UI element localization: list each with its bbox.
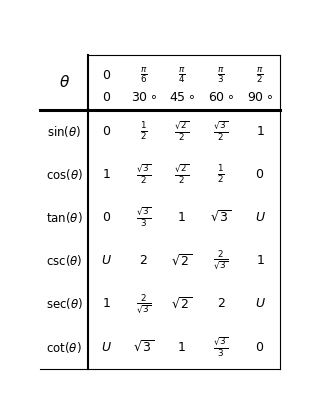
Text: $\frac{1}{2}$: $\frac{1}{2}$ <box>217 163 225 186</box>
Text: $\tan(\theta)$: $\tan(\theta)$ <box>46 210 82 225</box>
Text: $0$: $0$ <box>102 211 111 224</box>
Text: $90\circ$: $90\circ$ <box>247 91 273 104</box>
Text: $\frac{\sqrt{2}}{2}$: $\frac{\sqrt{2}}{2}$ <box>174 163 189 186</box>
Text: $30\circ$: $30\circ$ <box>131 91 157 104</box>
Text: $2$: $2$ <box>217 297 225 310</box>
Text: $\frac{\pi}{3}$: $\frac{\pi}{3}$ <box>217 66 225 85</box>
Text: $\sqrt{2}$: $\sqrt{2}$ <box>171 253 192 268</box>
Text: $\frac{\pi}{2}$: $\frac{\pi}{2}$ <box>256 66 264 85</box>
Text: $\sqrt{2}$: $\sqrt{2}$ <box>171 296 192 312</box>
Text: $0$: $0$ <box>102 125 111 138</box>
Text: $0$: $0$ <box>256 168 265 181</box>
Text: $1$: $1$ <box>256 254 264 267</box>
Text: $\frac{\sqrt{2}}{2}$: $\frac{\sqrt{2}}{2}$ <box>174 120 189 143</box>
Text: $\theta$: $\theta$ <box>59 74 70 90</box>
Text: $\cot(\theta)$: $\cot(\theta)$ <box>46 339 82 354</box>
Text: $\sqrt{3}$: $\sqrt{3}$ <box>210 210 231 225</box>
Text: $\frac{2}{\sqrt{3}}$: $\frac{2}{\sqrt{3}}$ <box>213 249 228 272</box>
Text: $\frac{1}{2}$: $\frac{1}{2}$ <box>140 120 148 142</box>
Text: $45\circ$: $45\circ$ <box>169 91 195 104</box>
Text: $1$: $1$ <box>178 211 186 224</box>
Text: $\frac{\sqrt{3}}{2}$: $\frac{\sqrt{3}}{2}$ <box>136 163 151 186</box>
Text: $U$: $U$ <box>101 341 112 354</box>
Text: $\frac{\pi}{4}$: $\frac{\pi}{4}$ <box>178 66 186 85</box>
Text: $\frac{2}{\sqrt{3}}$: $\frac{2}{\sqrt{3}}$ <box>136 292 151 315</box>
Text: $1$: $1$ <box>102 168 111 181</box>
Text: $\csc(\theta)$: $\csc(\theta)$ <box>46 253 82 268</box>
Text: $U$: $U$ <box>255 297 266 310</box>
Text: $U$: $U$ <box>101 254 112 267</box>
Text: $\sin(\theta)$: $\sin(\theta)$ <box>47 124 81 139</box>
Text: $2$: $2$ <box>139 254 148 267</box>
Text: $\sqrt{3}$: $\sqrt{3}$ <box>133 339 154 354</box>
Text: $\frac{\sqrt{3}}{2}$: $\frac{\sqrt{3}}{2}$ <box>213 120 228 143</box>
Text: $\sec(\theta)$: $\sec(\theta)$ <box>46 296 83 312</box>
Text: $0$: $0$ <box>102 69 111 82</box>
Text: $1$: $1$ <box>256 125 264 138</box>
Text: $0$: $0$ <box>102 91 111 104</box>
Text: $\frac{\pi}{6}$: $\frac{\pi}{6}$ <box>140 66 148 85</box>
Text: $60\circ$: $60\circ$ <box>208 91 234 104</box>
Text: $\frac{\sqrt{3}}{3}$: $\frac{\sqrt{3}}{3}$ <box>136 206 151 229</box>
Text: $1$: $1$ <box>178 341 186 354</box>
Text: $0$: $0$ <box>256 341 265 354</box>
Text: $U$: $U$ <box>255 211 266 224</box>
Text: $1$: $1$ <box>102 297 111 310</box>
Text: $\cos(\theta)$: $\cos(\theta)$ <box>46 167 83 182</box>
Text: $\frac{\sqrt{3}}{3}$: $\frac{\sqrt{3}}{3}$ <box>213 335 228 359</box>
